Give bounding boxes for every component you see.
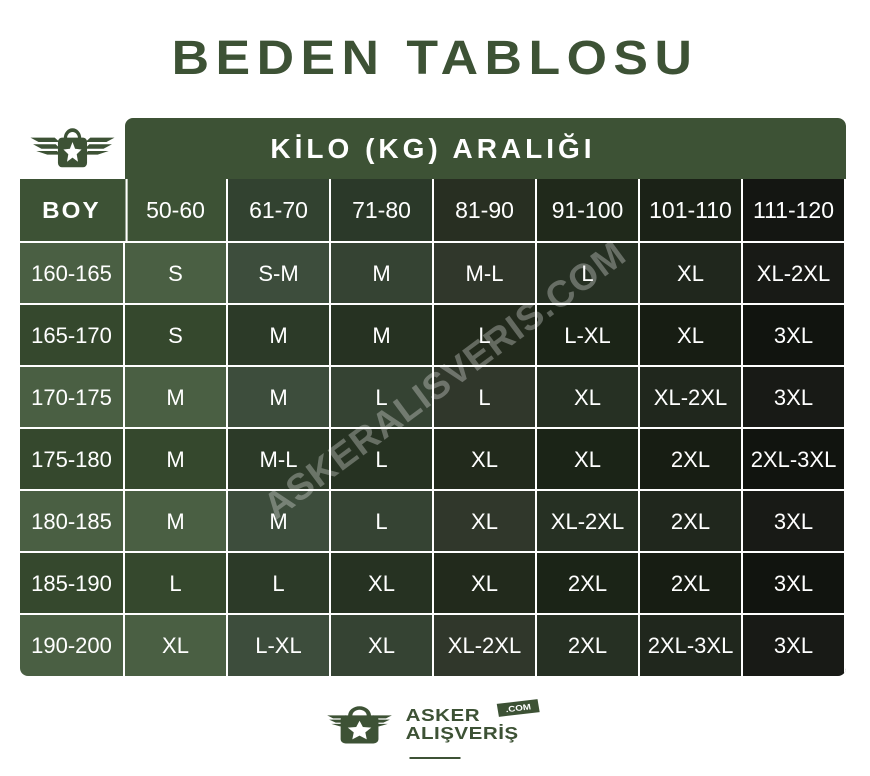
svg-text:ASKER: ASKER — [406, 706, 480, 725]
svg-text:ALIŞVERİŞ: ALIŞVERİŞ — [406, 724, 519, 743]
